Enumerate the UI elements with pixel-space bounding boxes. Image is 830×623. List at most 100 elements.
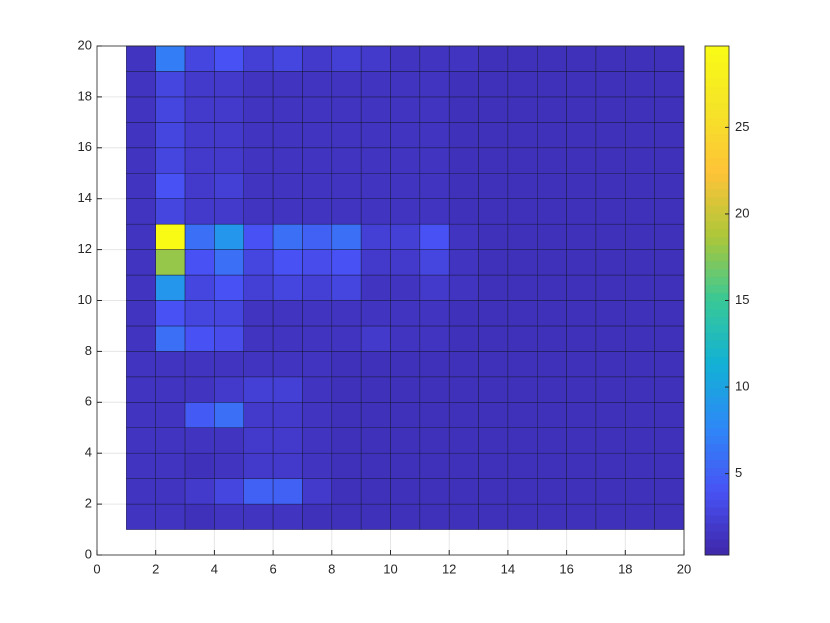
heatmap-cell <box>302 300 333 327</box>
heatmap-cell <box>331 351 362 378</box>
heatmap-cell <box>390 198 421 225</box>
heatmap-cell <box>214 122 244 149</box>
heatmap-cell <box>448 71 479 98</box>
heatmap-cell <box>302 173 333 199</box>
colorbar-swatch <box>705 316 729 325</box>
heatmap-cell <box>507 503 538 530</box>
y-tick-label: 4 <box>85 445 92 460</box>
heatmap-cell <box>419 427 450 454</box>
y-tick-label: 10 <box>78 292 92 307</box>
heatmap-cell <box>625 300 655 327</box>
colorbar-swatch <box>705 403 729 413</box>
heatmap-cell <box>507 325 538 352</box>
heatmap-cell <box>331 173 362 199</box>
heatmap-cell <box>155 503 186 530</box>
heatmap-cell <box>448 376 479 403</box>
colorbar-swatch <box>705 380 729 389</box>
heatmap-cell <box>243 351 274 378</box>
x-tick-label: 16 <box>559 561 573 576</box>
heatmap-cell <box>155 427 186 454</box>
heatmap-cell <box>126 147 156 174</box>
heatmap-cell <box>595 452 626 479</box>
heatmap-cell <box>537 71 567 98</box>
heatmap-cell <box>507 249 538 276</box>
colorbar-swatch <box>705 427 729 437</box>
heatmap-cell <box>331 122 362 149</box>
colorbar-swatch <box>705 340 729 349</box>
heatmap-cell <box>126 452 156 479</box>
heatmap-cell <box>360 45 391 72</box>
heatmap-cell <box>625 478 655 505</box>
heatmap-cell <box>448 173 479 199</box>
heatmap-cell <box>184 452 215 479</box>
heatmap-cell <box>654 249 685 276</box>
heatmap-cell <box>625 402 655 428</box>
heatmap-cell <box>272 478 303 505</box>
colorbar-swatch <box>705 292 729 301</box>
heatmap-cell <box>126 173 156 199</box>
heatmap-cell <box>331 71 362 98</box>
y-tick-label: 6 <box>85 394 92 409</box>
heatmap-cell <box>155 96 186 123</box>
heatmap-cell <box>155 351 186 378</box>
heatmap-cell <box>654 376 685 403</box>
heatmap-cell <box>184 478 215 505</box>
heatmap-cell <box>390 249 421 276</box>
heatmap-cell <box>478 147 509 174</box>
heatmap-cell <box>478 452 509 479</box>
heatmap-cell <box>155 478 186 505</box>
heatmap-cell <box>155 198 186 225</box>
x-tick-label: 2 <box>152 561 159 576</box>
heatmap-cell <box>184 198 215 225</box>
colorbar-swatch <box>705 189 729 198</box>
heatmap-cell <box>537 274 567 301</box>
heatmap-cell <box>214 147 244 174</box>
heatmap-cell <box>184 274 215 301</box>
heatmap-cell <box>126 478 156 505</box>
heatmap-cell <box>537 198 567 225</box>
heatmap-cell <box>419 122 450 149</box>
heatmap-cell <box>331 96 362 123</box>
heatmap-cell <box>272 402 303 428</box>
heatmap-cell <box>331 147 362 174</box>
heatmap-cell <box>390 122 421 149</box>
heatmap-cell <box>126 427 156 454</box>
colorbar-swatch <box>705 467 729 476</box>
x-tick-label: 6 <box>269 561 276 576</box>
colorbar-tick-label: 5 <box>735 465 742 480</box>
heatmap-cell <box>331 376 362 403</box>
heatmap-cell <box>243 300 274 327</box>
heatmap-cell <box>625 351 655 378</box>
heatmap-cell <box>537 96 567 123</box>
heatmap-cell <box>184 249 215 276</box>
heatmap-cell <box>537 45 567 72</box>
heatmap-cell <box>537 351 567 378</box>
colorbar-swatch <box>705 395 729 405</box>
heatmap-cell <box>243 147 274 174</box>
heatmap-cell <box>419 198 450 225</box>
heatmap-cell <box>566 351 597 378</box>
heatmap-cell <box>331 45 362 72</box>
heatmap-cell <box>537 325 567 352</box>
colorbar-swatch <box>705 372 729 381</box>
heatmap-cell <box>654 427 685 454</box>
heatmap-cell <box>243 478 274 505</box>
heatmap-cell <box>566 427 597 454</box>
heatmap-cell <box>214 503 244 530</box>
heatmap-cell <box>654 274 685 301</box>
heatmap-cell <box>360 376 391 403</box>
heatmap-cell <box>331 198 362 225</box>
heatmap-cell <box>155 452 186 479</box>
colorbar-swatch <box>705 531 729 540</box>
heatmap-cell <box>214 300 244 327</box>
heatmap-cell <box>595 147 626 174</box>
colorbar-swatch <box>705 523 729 532</box>
heatmap-cell <box>243 96 274 123</box>
colorbar-swatch <box>705 53 729 63</box>
heatmap-cell <box>537 147 567 174</box>
heatmap-cell <box>360 503 391 530</box>
heatmap-cell <box>272 325 303 352</box>
heatmap-cell <box>302 325 333 352</box>
colorbar-swatch <box>705 284 729 294</box>
